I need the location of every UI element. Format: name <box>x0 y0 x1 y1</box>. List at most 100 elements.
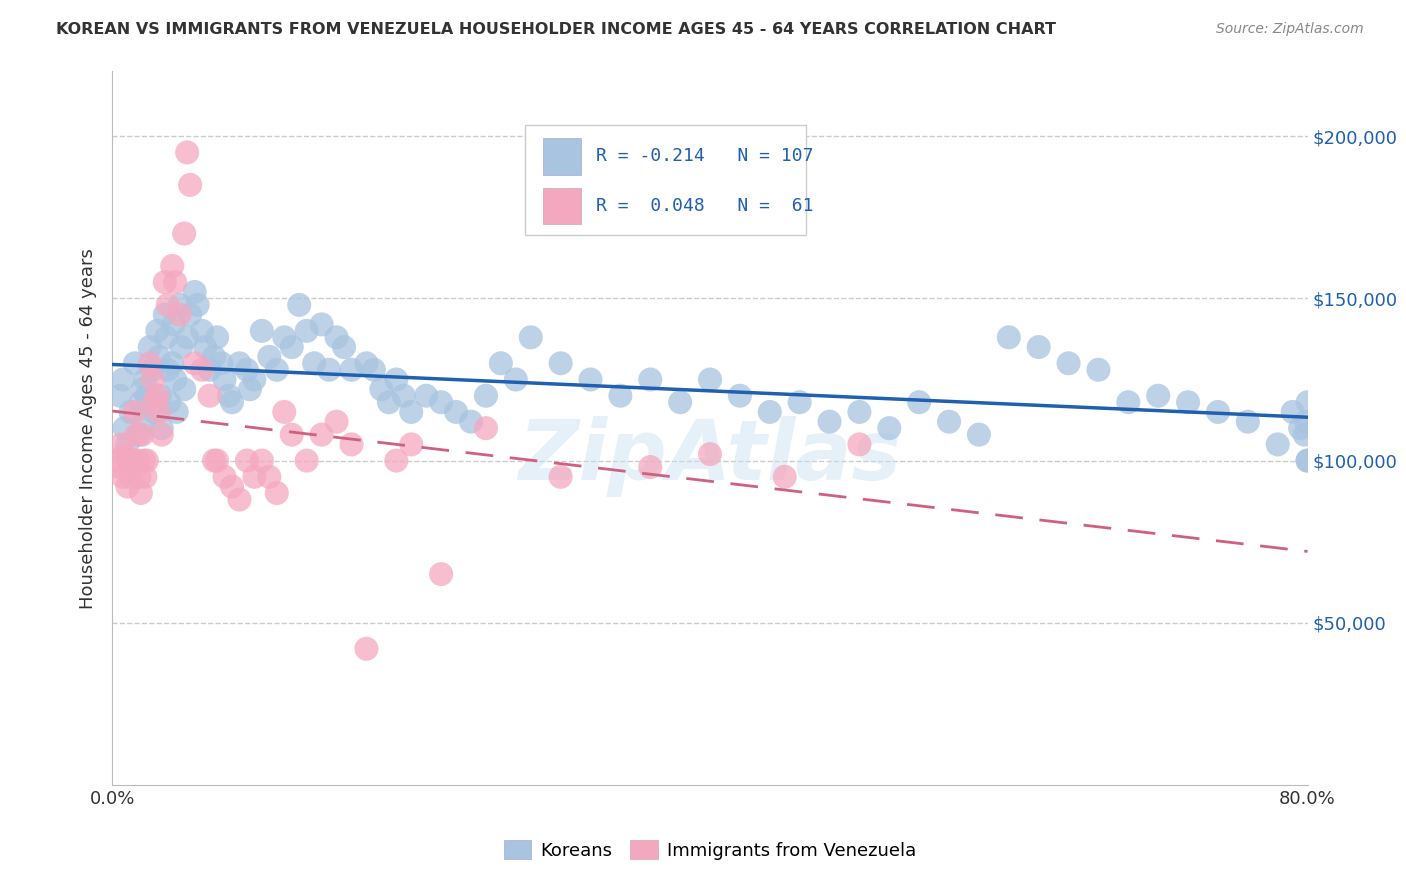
Point <box>250 324 273 338</box>
Point <box>142 372 165 386</box>
Text: R = -0.214   N = 107: R = -0.214 N = 107 <box>596 147 814 165</box>
Point <box>128 427 150 442</box>
Point <box>1294 427 1316 442</box>
Point <box>1237 415 1260 429</box>
Point <box>699 372 721 386</box>
Point <box>163 318 186 332</box>
Point <box>1177 395 1199 409</box>
Point <box>250 453 273 467</box>
Point <box>236 453 259 467</box>
Point <box>333 340 356 354</box>
Text: R =  0.048   N =  61: R = 0.048 N = 61 <box>596 197 814 215</box>
Point <box>243 372 266 386</box>
Text: KOREAN VS IMMIGRANTS FROM VENEZUELA HOUSEHOLDER INCOME AGES 45 - 64 YEARS CORREL: KOREAN VS IMMIGRANTS FROM VENEZUELA HOUS… <box>56 22 1056 37</box>
Point <box>205 330 228 344</box>
Point <box>311 427 333 442</box>
Point <box>153 308 176 322</box>
Point <box>228 492 250 507</box>
Point <box>162 259 183 273</box>
Point <box>302 356 325 370</box>
Point <box>370 382 392 396</box>
Point <box>550 356 572 370</box>
Point <box>132 415 155 429</box>
Point <box>150 421 173 435</box>
Point <box>111 470 134 484</box>
Point <box>214 470 236 484</box>
Point <box>143 405 166 419</box>
Point <box>759 405 782 419</box>
Point <box>134 470 156 484</box>
Point <box>318 363 340 377</box>
Point <box>967 427 990 442</box>
Point <box>550 470 572 484</box>
Point <box>489 356 512 370</box>
Point <box>340 437 363 451</box>
Point <box>183 285 205 299</box>
Point <box>1295 415 1317 429</box>
Text: ZipAtlas: ZipAtlas <box>519 417 901 497</box>
Point <box>415 389 437 403</box>
Point <box>135 453 157 467</box>
Point <box>114 447 135 461</box>
Point <box>385 372 408 386</box>
Point <box>378 395 401 409</box>
Text: Source: ZipAtlas.com: Source: ZipAtlas.com <box>1216 22 1364 37</box>
Point <box>139 340 162 354</box>
Point <box>191 363 214 377</box>
Point <box>111 372 134 386</box>
Point <box>1296 453 1319 467</box>
Point <box>142 363 165 377</box>
Point <box>135 389 157 403</box>
Point <box>131 382 153 396</box>
Point <box>699 447 721 461</box>
Point <box>385 453 408 467</box>
Point <box>129 395 152 409</box>
Point <box>236 363 259 377</box>
Point <box>176 145 198 160</box>
Point <box>460 415 482 429</box>
Point <box>401 405 423 419</box>
Point <box>114 421 135 435</box>
Point <box>118 453 141 467</box>
Point <box>773 470 796 484</box>
Point <box>187 298 209 312</box>
Point <box>211 356 233 370</box>
Point <box>155 330 177 344</box>
Point <box>156 298 179 312</box>
Point <box>938 415 960 429</box>
Point <box>129 486 152 500</box>
FancyBboxPatch shape <box>524 125 806 235</box>
Point <box>669 395 692 409</box>
Point <box>153 275 176 289</box>
Point <box>579 372 602 386</box>
Point <box>124 356 146 370</box>
Point <box>139 356 162 370</box>
Point <box>198 389 221 403</box>
Point <box>162 356 183 370</box>
Point <box>205 453 228 467</box>
Point <box>194 340 217 354</box>
Point <box>1296 453 1319 467</box>
Point <box>131 427 153 442</box>
Point <box>1028 340 1050 354</box>
Point <box>259 470 281 484</box>
Point <box>108 389 131 403</box>
Point <box>281 340 304 354</box>
Point <box>505 372 527 386</box>
Point <box>1057 356 1080 370</box>
Legend: Koreans, Immigrants from Venezuela: Koreans, Immigrants from Venezuela <box>495 831 925 869</box>
Point <box>128 470 150 484</box>
Point <box>148 350 170 364</box>
Point <box>356 641 378 656</box>
Point <box>150 427 173 442</box>
Point <box>124 405 146 419</box>
Point <box>179 178 201 192</box>
Point <box>110 437 132 451</box>
Point <box>295 324 318 338</box>
Point <box>170 340 193 354</box>
Point <box>125 427 148 442</box>
Point <box>202 350 225 364</box>
Point <box>273 330 295 344</box>
Point <box>609 389 631 403</box>
Point <box>1267 437 1289 451</box>
